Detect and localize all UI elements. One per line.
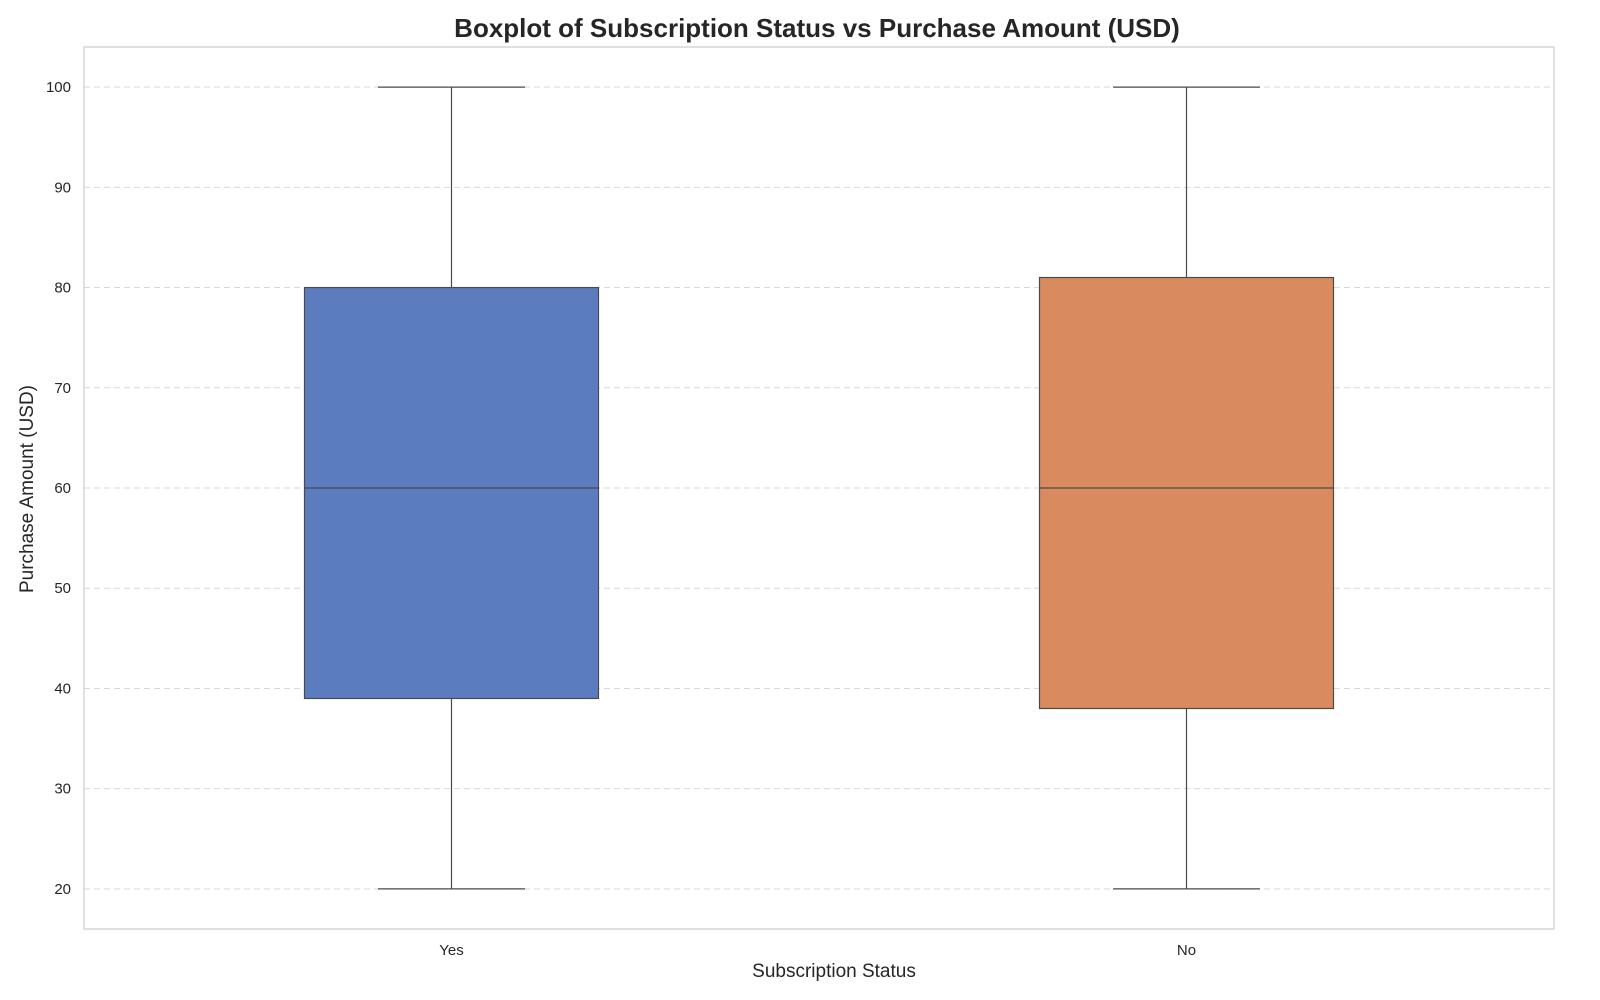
plot-frame	[83, 46, 1555, 930]
iqr-box	[1038, 276, 1335, 710]
box-group-yes	[303, 86, 600, 890]
y-tick-label: 90	[54, 179, 71, 196]
y-axis-ticks: 20 30 40 50 60 70 80 90 100	[46, 79, 71, 898]
box-layer	[303, 86, 1335, 890]
y-tick-label: 70	[54, 380, 71, 397]
y-tick-label: 50	[54, 580, 71, 597]
x-tick-label: Yes	[439, 942, 463, 959]
y-axis-label: Purchase Amount (USD)	[17, 385, 38, 593]
x-axis-label: Subscription Status	[752, 961, 916, 982]
chart-title: Boxplot of Subscription Status vs Purcha…	[454, 13, 1180, 43]
y-tick-label: 80	[54, 280, 71, 297]
y-tick-label: 40	[54, 680, 71, 697]
y-tick-label: 20	[54, 881, 71, 898]
x-axis-ticks: Yes No	[439, 942, 1196, 959]
y-tick-label: 60	[54, 480, 71, 497]
x-tick-label: No	[1177, 942, 1196, 959]
iqr-box	[303, 286, 600, 700]
box-group-no	[1038, 86, 1335, 890]
y-tick-label: 30	[54, 781, 71, 798]
y-tick-label: 100	[46, 79, 71, 96]
